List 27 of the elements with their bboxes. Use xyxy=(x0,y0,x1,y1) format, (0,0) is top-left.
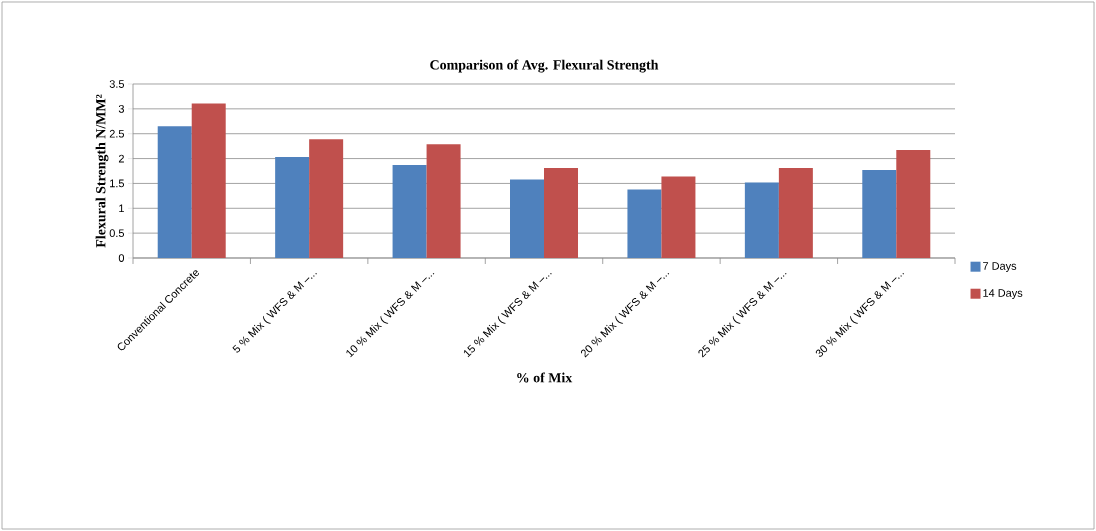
y-tick-label: 1 xyxy=(119,204,124,213)
bar xyxy=(661,176,696,258)
x-axis-title: % of Mix xyxy=(517,372,573,383)
bar xyxy=(627,189,662,258)
bar xyxy=(392,165,427,258)
bar xyxy=(426,144,461,258)
bar xyxy=(862,170,897,258)
y-tick-label: 3.5 xyxy=(109,80,125,88)
y-tick-label: 0 xyxy=(118,254,125,262)
bar xyxy=(896,150,931,258)
bar xyxy=(544,168,578,258)
bar xyxy=(510,179,544,258)
legend-label: 14 Days xyxy=(983,289,1023,300)
bar xyxy=(744,182,779,258)
y-tick-label: 1.5 xyxy=(110,179,125,188)
bar xyxy=(778,168,813,258)
bar xyxy=(309,139,344,258)
bar xyxy=(157,126,192,258)
y-tick-label: 3 xyxy=(118,104,124,113)
chart-title: Comparison of Avg. Flexural Strength xyxy=(430,59,659,73)
y-axis-title: Flexural Strength N/MM² xyxy=(95,94,109,248)
y-tick-label: 2.5 xyxy=(109,129,125,138)
y-tick-label: 0.5 xyxy=(109,229,125,238)
legend-label: 7 Days xyxy=(983,262,1017,272)
bar xyxy=(191,103,226,258)
bar xyxy=(275,157,310,258)
y-tick-label: 2 xyxy=(118,154,124,163)
